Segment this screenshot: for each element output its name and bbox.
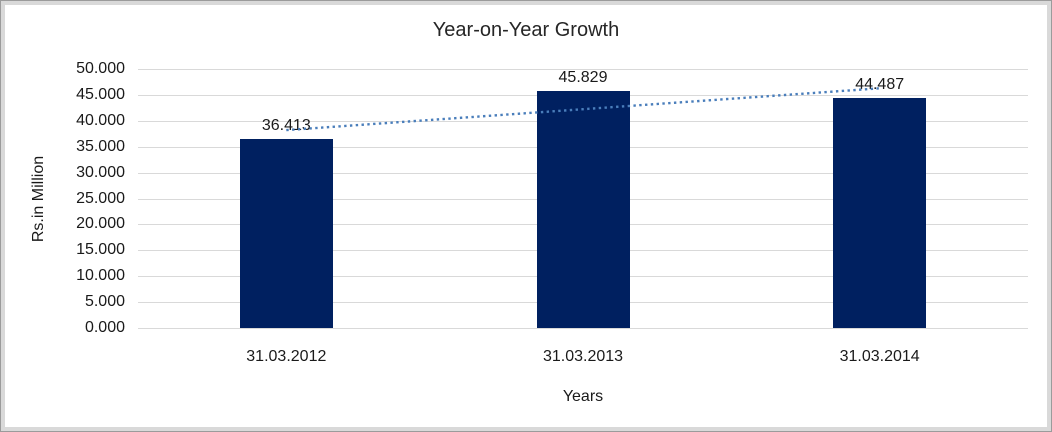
- gridline: [138, 328, 1028, 329]
- chart-title: Year-on-Year Growth: [432, 19, 620, 41]
- trendline: [286, 87, 880, 132]
- gridline: [138, 69, 1028, 70]
- bar-31.03.2013: [536, 90, 630, 328]
- y-axis-tick-label: 30.000: [76, 163, 125, 181]
- y-axis-tick-label: 10.000: [76, 267, 125, 285]
- bar-value-label: 44.487: [855, 75, 905, 93]
- x-axis-title: Years: [562, 388, 604, 405]
- x-axis-category-label: 31.03.2014: [839, 348, 920, 365]
- y-axis-tick-label: 50.000: [76, 60, 125, 77]
- bar-value-label: 45.829: [558, 68, 608, 86]
- y-axis-tick-label: 25.000: [76, 189, 125, 207]
- chart-canvas: Year-on-Year Growth Rs.in Million 0.000 5…: [5, 5, 1047, 427]
- y-axis-tick-label: 35.000: [76, 137, 125, 155]
- plot-area: [138, 69, 1028, 329]
- y-axis-tick-label: 45.000: [76, 85, 125, 103]
- y-axis-tick-label: 15.000: [76, 241, 125, 259]
- y-axis-tick-label: 0.000: [84, 319, 125, 336]
- bar-31.03.2014: [833, 97, 927, 328]
- y-axis-tick-label: 20.000: [76, 215, 125, 233]
- bar-31.03.2012: [239, 139, 333, 328]
- x-axis-category-label: 31.03.2012: [246, 348, 327, 365]
- x-axis-category-label: 31.03.2013: [542, 348, 624, 365]
- y-axis-tick-label: 40.000: [76, 111, 125, 129]
- y-axis-tick-label: 5.000: [84, 293, 125, 311]
